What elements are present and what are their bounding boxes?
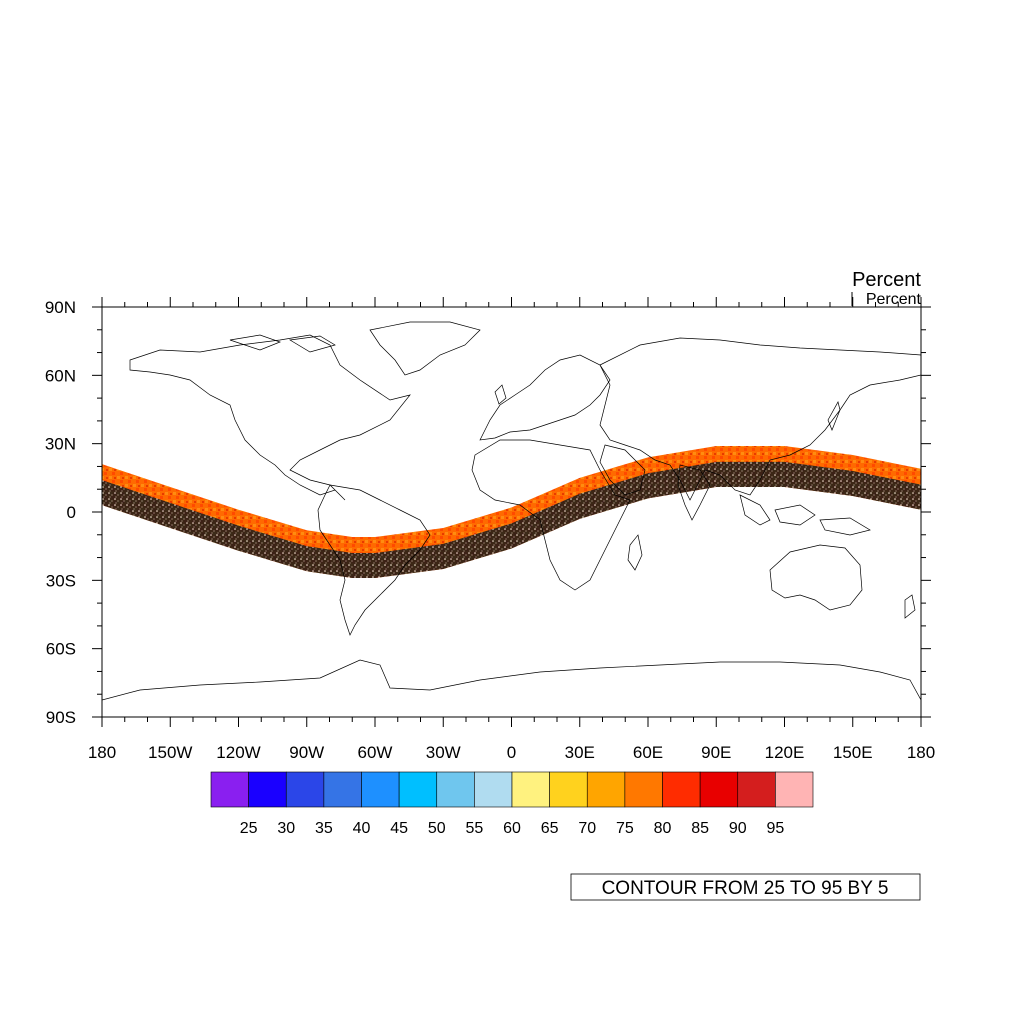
colorbar-swatch	[699, 771, 739, 808]
lat-tick-label: 0	[67, 503, 76, 522]
colorbar-label: 85	[691, 820, 709, 837]
colorbar-swatch	[398, 771, 438, 808]
colorbar-swatch	[474, 771, 513, 808]
lat-tick-label: 30S	[46, 571, 76, 590]
lon-tick-label: 120E	[765, 743, 805, 762]
units-label: Percent	[866, 291, 922, 308]
colorbar-swatch	[737, 771, 776, 808]
colorbar-swatch	[624, 771, 663, 808]
colorbar-label: 60	[503, 820, 521, 837]
lat-tick-label: 60N	[45, 366, 76, 385]
lon-tick-label: 60W	[358, 743, 393, 762]
colorbar-swatch	[210, 771, 249, 808]
lat-tick-label: 90S	[46, 708, 76, 727]
colorbar-label: 80	[654, 820, 672, 837]
lon-tick-label: 150W	[148, 743, 192, 762]
colorbar-label: 95	[766, 820, 784, 837]
contour-info-box	[570, 873, 921, 901]
longitude-labels: 180 150W 120W 90W 60W 30W 0 30E 60E 90E 120E 150E 18…	[88, 743, 935, 762]
lon-tick-label: 180	[907, 743, 935, 762]
latitude-labels: 90N 60N 30N 0 30S 60S 90S	[45, 298, 76, 727]
colorbar-swatch	[511, 771, 550, 808]
colorbar-label: 50	[428, 820, 446, 837]
colorbar-label: 65	[541, 820, 559, 837]
lon-tick-label: 150E	[833, 743, 873, 762]
lat-tick-label: 30N	[45, 435, 76, 454]
colorbar-label: 30	[277, 820, 295, 837]
lon-tick-label: 180	[88, 743, 116, 762]
colorbar-labels: 25 30 35 40 45 50 55 60 65 70 75 80 85 90 95	[240, 820, 785, 837]
colorbar-swatch	[549, 771, 588, 808]
lon-tick-label: 0	[507, 743, 516, 762]
colorbar-label: 35	[315, 820, 333, 837]
colorbar-label: 25	[240, 820, 258, 837]
lon-tick-label: 60E	[633, 743, 663, 762]
lon-tick-label: 30E	[565, 743, 595, 762]
colorbar-swatch	[361, 771, 400, 808]
axis-ticks	[92, 297, 931, 727]
coastlines	[102, 321, 921, 701]
lat-tick-label: 90N	[45, 298, 76, 317]
colorbar-swatch	[436, 771, 475, 808]
colorbar-label: 55	[465, 820, 483, 837]
lat-tick-label: 60S	[46, 640, 76, 659]
contour-info-text: CONTOUR FROM 25 TO 95 BY 5	[602, 878, 889, 899]
colorbar-swatch	[323, 771, 362, 808]
colorbar-swatch	[285, 771, 325, 808]
map-area	[102, 321, 921, 701]
colorbar-swatch	[662, 771, 701, 808]
lon-tick-label: 90E	[701, 743, 731, 762]
lon-tick-label: 120W	[216, 743, 260, 762]
lon-tick-label: 30W	[426, 743, 461, 762]
chart-title-right: Percent	[852, 269, 921, 291]
colorbar-label: 40	[353, 820, 371, 837]
colorbar-swatch	[775, 771, 814, 808]
lon-tick-label: 90W	[289, 743, 324, 762]
colorbar-label: 70	[578, 820, 596, 837]
swath-dark-track	[102, 461, 921, 579]
colorbar-label: 90	[729, 820, 747, 837]
colorbar-swatch	[248, 771, 287, 808]
colorbar-label: 75	[616, 820, 634, 837]
colorbar	[210, 771, 814, 808]
colorbar-swatch	[586, 771, 626, 808]
data-swath	[102, 445, 921, 579]
colorbar-label: 45	[390, 820, 408, 837]
